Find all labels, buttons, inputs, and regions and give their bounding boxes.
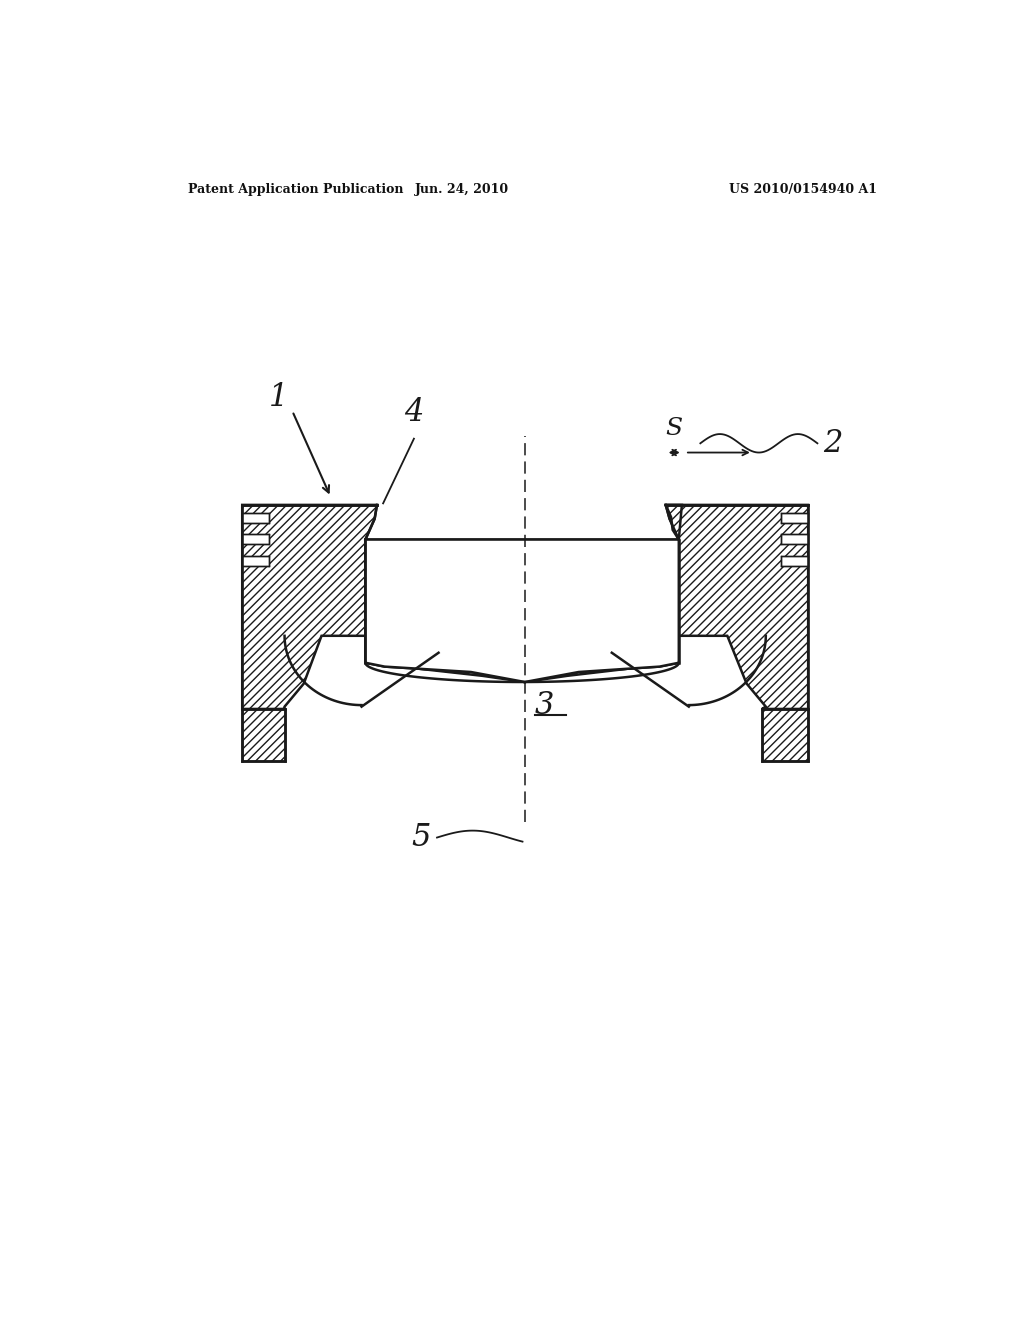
Text: US 2010/0154940 A1: US 2010/0154940 A1 <box>729 183 878 197</box>
Polygon shape <box>243 535 269 544</box>
Polygon shape <box>243 556 269 566</box>
Text: 3: 3 <box>535 689 554 721</box>
Polygon shape <box>366 540 679 682</box>
Polygon shape <box>781 512 808 523</box>
Polygon shape <box>243 709 285 760</box>
Polygon shape <box>781 535 808 544</box>
Polygon shape <box>762 709 808 760</box>
Polygon shape <box>243 512 269 523</box>
Polygon shape <box>781 556 808 566</box>
Polygon shape <box>524 506 808 709</box>
Text: 5: 5 <box>412 822 431 853</box>
Polygon shape <box>243 506 524 709</box>
Polygon shape <box>665 506 682 540</box>
Text: 4: 4 <box>404 397 424 428</box>
Text: 1: 1 <box>268 381 288 413</box>
Polygon shape <box>366 540 679 682</box>
Text: Jun. 24, 2010: Jun. 24, 2010 <box>415 183 509 197</box>
Text: 2: 2 <box>823 428 843 459</box>
Text: Patent Application Publication: Patent Application Publication <box>188 183 403 197</box>
Text: S: S <box>666 417 683 441</box>
